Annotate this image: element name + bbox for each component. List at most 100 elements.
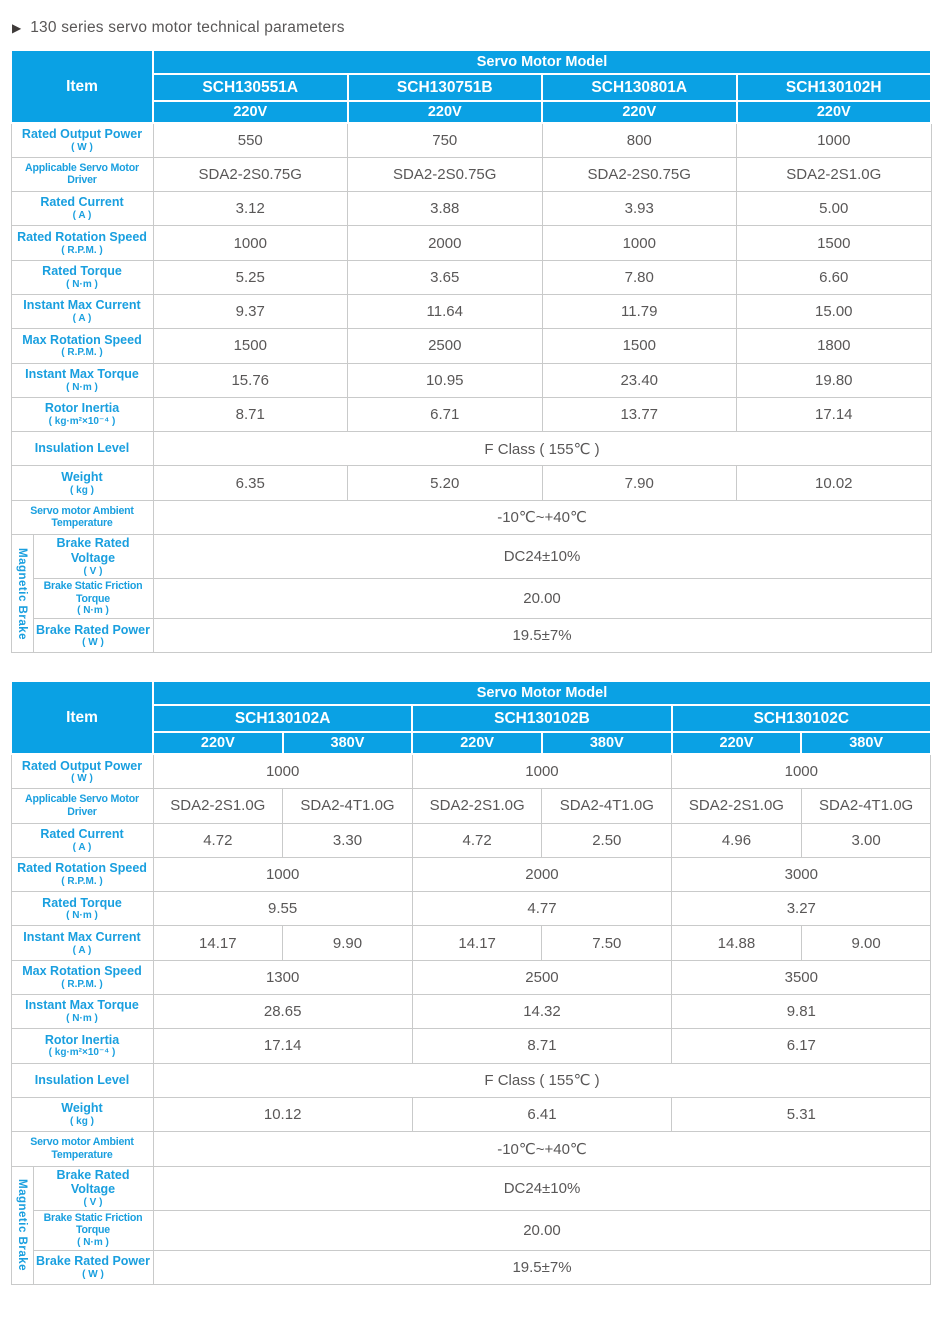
row-unit: ( A ) — [72, 841, 92, 853]
value-cell: 6.17 — [671, 1028, 932, 1064]
voltage-header: 380V — [281, 731, 414, 756]
value-cell: 5.25 — [152, 259, 348, 295]
row-label-text: Max Rotation Speed — [22, 332, 142, 347]
brake-group-label: Magnetic Brake — [10, 534, 34, 654]
row-label: Rated Output Power( W ) — [10, 122, 154, 158]
value-cell: 800 — [541, 122, 737, 158]
value-cell: 13.77 — [541, 396, 737, 433]
value-cell: 1000 — [541, 225, 737, 261]
value-cell: 6.60 — [736, 259, 932, 295]
row-label-text: Rated Rotation Speed — [17, 229, 147, 244]
row-label: Instant Max Current( A ) — [10, 293, 154, 330]
value-cell: SDA2-2S0.75G — [541, 156, 737, 193]
row-unit: ( kg·m²×10⁻⁴ ) — [48, 416, 116, 427]
voltage-header: 220V — [152, 100, 349, 124]
table-row: Rated Rotation Speed( R.P.M. ) 1000 2000 10… — [10, 225, 932, 261]
table-row: Rated Torque( N·m ) 9.55 4.77 3.27 — [10, 891, 932, 927]
row-label-text: Rotor Inertia — [44, 1032, 120, 1047]
row-label: Rotor Inertia( kg·m²×10⁻⁴ ) — [10, 1028, 154, 1064]
value-cell: -10℃~+40℃ — [152, 1131, 932, 1167]
value-cell: 6.41 — [411, 1096, 673, 1133]
model-group-header: Servo Motor Model — [151, 49, 933, 75]
model-name-header: SCH130102B — [411, 704, 673, 734]
table-row: Insulation Level F Class ( 155℃ ) — [10, 1062, 932, 1098]
value-cell: SDA2-4T1.0G — [282, 788, 413, 824]
value-cell: 1000 — [736, 122, 932, 158]
value-cell: 2.50 — [541, 822, 673, 858]
header-row-model-names: SCH130102A SCH130102B SCH130102C — [11, 704, 932, 734]
value-cell: 17.14 — [736, 396, 932, 433]
row-label-text: Rated Output Power — [21, 127, 143, 142]
value-cell: 2500 — [347, 328, 543, 364]
table-row: Rotor Inertia( kg·m²×10⁻⁴ ) 17.14 8.71 6.17 — [10, 1028, 932, 1064]
value-cell: 3.12 — [152, 191, 348, 227]
value-cell: 11.64 — [347, 293, 543, 330]
row-unit: ( kg ) — [70, 1116, 94, 1128]
value-cell: 7.80 — [541, 259, 737, 295]
table-row: Instant Max Torque( N·m ) 28.65 14.32 9.81 — [10, 994, 932, 1030]
value-cell: 5.20 — [347, 465, 543, 501]
value-cell: 1500 — [541, 328, 737, 364]
row-label: Weight( kg ) — [10, 1096, 154, 1133]
row-unit: ( R.P.M. ) — [61, 244, 103, 256]
value-cell: 3.65 — [347, 259, 543, 295]
value-cell: 7.50 — [541, 925, 673, 961]
row-label-text: Rated Torque — [42, 264, 122, 279]
row-unit: ( N·m ) — [66, 381, 98, 393]
header-row-model-title: Item Servo Motor Model — [10, 680, 932, 756]
row-label-text: Max Rotation Speed — [22, 964, 142, 979]
value-cell: 4.72 — [411, 822, 543, 858]
table-row: Rated Current( A ) 4.72 3.30 4.72 2.50 4.96 3.… — [10, 822, 932, 858]
value-cell: 15.00 — [736, 293, 932, 330]
row-label-text: Rated Rotation Speed — [17, 861, 147, 876]
table-row: Servo motor Ambient Temperature -10℃~+40℃ — [10, 499, 932, 536]
table-row: Max Rotation Speed( R.P.M. ) 1300 2500 3500 — [10, 959, 932, 996]
row-label-text: Brake Rated Power — [36, 622, 150, 637]
row-unit: ( V ) — [83, 565, 103, 577]
row-label: Rotor Inertia( kg·m²×10⁻⁴ ) — [10, 396, 154, 433]
voltage-header: 220V — [346, 100, 543, 124]
value-cell: SDA2-2S0.75G — [347, 156, 543, 193]
voltage-header: 380V — [800, 731, 932, 756]
row-unit: ( W ) — [82, 1268, 104, 1280]
value-cell: 2500 — [411, 959, 673, 996]
value-cell: 20.00 — [152, 578, 932, 620]
value-cell: 2000 — [411, 856, 673, 893]
value-cell: 3.00 — [800, 822, 932, 858]
row-label-text: Weight — [61, 1101, 103, 1116]
row-unit: ( A ) — [72, 313, 92, 325]
row-label-text: Rotor Inertia — [44, 401, 120, 416]
row-label-text: Rated Output Power — [21, 758, 143, 773]
row-label-text: Instant Max Torque — [25, 366, 139, 381]
row-label: Applicable Servo Motor Driver — [10, 156, 154, 193]
row-unit: ( N·m ) — [66, 278, 98, 290]
value-cell: 3.88 — [347, 191, 543, 227]
row-label-text: Instant Max Current — [23, 298, 141, 313]
header-row-voltages: 220V 220V 220V 220V — [11, 100, 933, 124]
value-cell: 28.65 — [152, 994, 413, 1030]
row-label: Rated Output Power( W ) — [10, 753, 154, 790]
page-title-text: 130 series servo motor technical paramet… — [30, 19, 345, 36]
value-cell: 19.5±7% — [152, 618, 932, 654]
value-cell: 550 — [152, 122, 348, 158]
table-row: Rated Current( A ) 3.12 3.88 3.93 5.00 — [10, 191, 932, 227]
header-row-model-title: Item Servo Motor Model — [10, 49, 933, 124]
voltage-header: 220V — [411, 731, 543, 756]
row-unit: ( N·m ) — [66, 1013, 98, 1025]
value-cell: 20.00 — [152, 1209, 932, 1251]
value-cell: 7.90 — [541, 465, 737, 501]
table-row: Rated Output Power( W ) 1000 1000 1000 — [10, 753, 932, 790]
value-cell: 3.93 — [541, 191, 737, 227]
table-row: Insulation Level F Class ( 155℃ ) — [10, 431, 932, 467]
row-unit: ( W ) — [71, 141, 93, 153]
brake-group-label: Magnetic Brake — [10, 1165, 34, 1285]
value-cell: 1500 — [152, 328, 348, 364]
row-label-text: Brake Rated Voltage — [56, 536, 130, 565]
row-unit: ( R.P.M. ) — [61, 978, 103, 990]
row-label: Insulation Level — [10, 431, 154, 467]
value-cell: 1000 — [152, 856, 413, 893]
value-cell: 19.5±7% — [152, 1249, 932, 1285]
value-cell: SDA2-2S1.0G — [671, 788, 802, 824]
row-unit: ( R.P.M. ) — [61, 875, 103, 887]
